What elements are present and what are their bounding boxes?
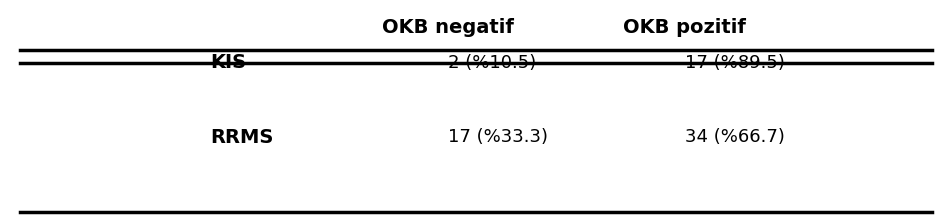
Text: 17 (%89.5): 17 (%89.5) <box>684 54 784 72</box>
Text: 34 (%66.7): 34 (%66.7) <box>684 128 784 146</box>
Text: KİS: KİS <box>210 53 247 72</box>
Text: 2 (%10.5): 2 (%10.5) <box>447 54 536 72</box>
Text: 17 (%33.3): 17 (%33.3) <box>447 128 547 146</box>
Text: RRMS: RRMS <box>210 128 273 147</box>
Text: OKB pozitif: OKB pozitif <box>624 18 746 37</box>
Text: OKB negatif: OKB negatif <box>382 18 513 37</box>
